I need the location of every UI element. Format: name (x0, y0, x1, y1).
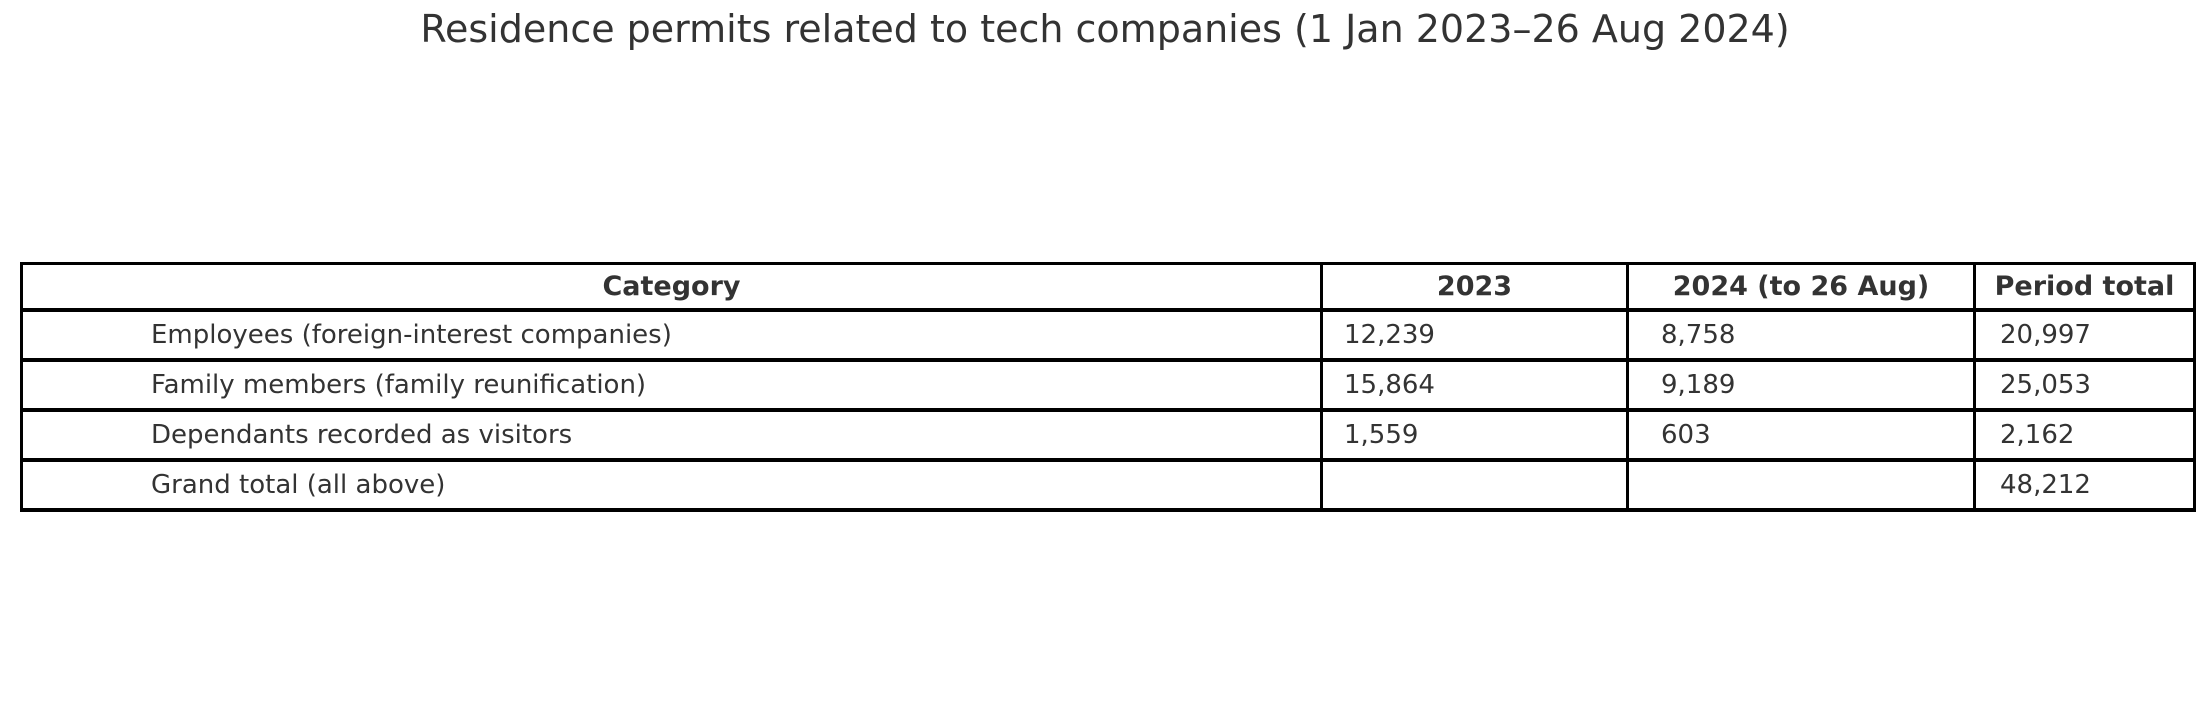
column-header-2023: 2023 (1320, 262, 1629, 312)
cell-2023-value: 12,239 (1320, 307, 1629, 362)
table-header-row: Category 2023 2024 (to 26 Aug) Period to… (20, 262, 2196, 312)
cell-2023-value: 1,559 (1320, 407, 1629, 462)
cell-2024-value: 8,758 (1626, 307, 1976, 362)
cell-2024-value: 603 (1626, 407, 1976, 462)
figure-title: Residence permits related to tech compan… (420, 7, 1790, 51)
table-row-grand-total: Grand total (all above) 48,212 (20, 457, 2196, 512)
cell-2023-value: 15,864 (1320, 357, 1629, 412)
table-row-employees: Employees (foreign-interest companies) 1… (20, 307, 2196, 362)
cell-category: Employees (foreign-interest companies) (20, 307, 1323, 362)
column-header-period-total: Period total (1973, 262, 2196, 312)
table-row-family-members: Family members (family reunification) 15… (20, 357, 2196, 412)
cell-2024-value (1626, 457, 1976, 512)
cell-2023-value (1320, 457, 1629, 512)
cell-period-total-value: 2,162 (1973, 407, 2196, 462)
cell-category: Family members (family reunification) (20, 357, 1323, 412)
cell-period-total-value: 20,997 (1973, 307, 2196, 362)
cell-category: Grand total (all above) (20, 457, 1323, 512)
residence-permits-table: Category 2023 2024 (to 26 Aug) Period to… (20, 262, 2196, 512)
cell-period-total-value: 48,212 (1973, 457, 2196, 512)
table-row-dependants: Dependants recorded as visitors 1,559 60… (20, 407, 2196, 462)
column-header-category: Category (20, 262, 1323, 312)
cell-period-total-value: 25,053 (1973, 357, 2196, 412)
cell-category: Dependants recorded as visitors (20, 407, 1323, 462)
cell-2024-value: 9,189 (1626, 357, 1976, 412)
column-header-2024: 2024 (to 26 Aug) (1626, 262, 1976, 312)
